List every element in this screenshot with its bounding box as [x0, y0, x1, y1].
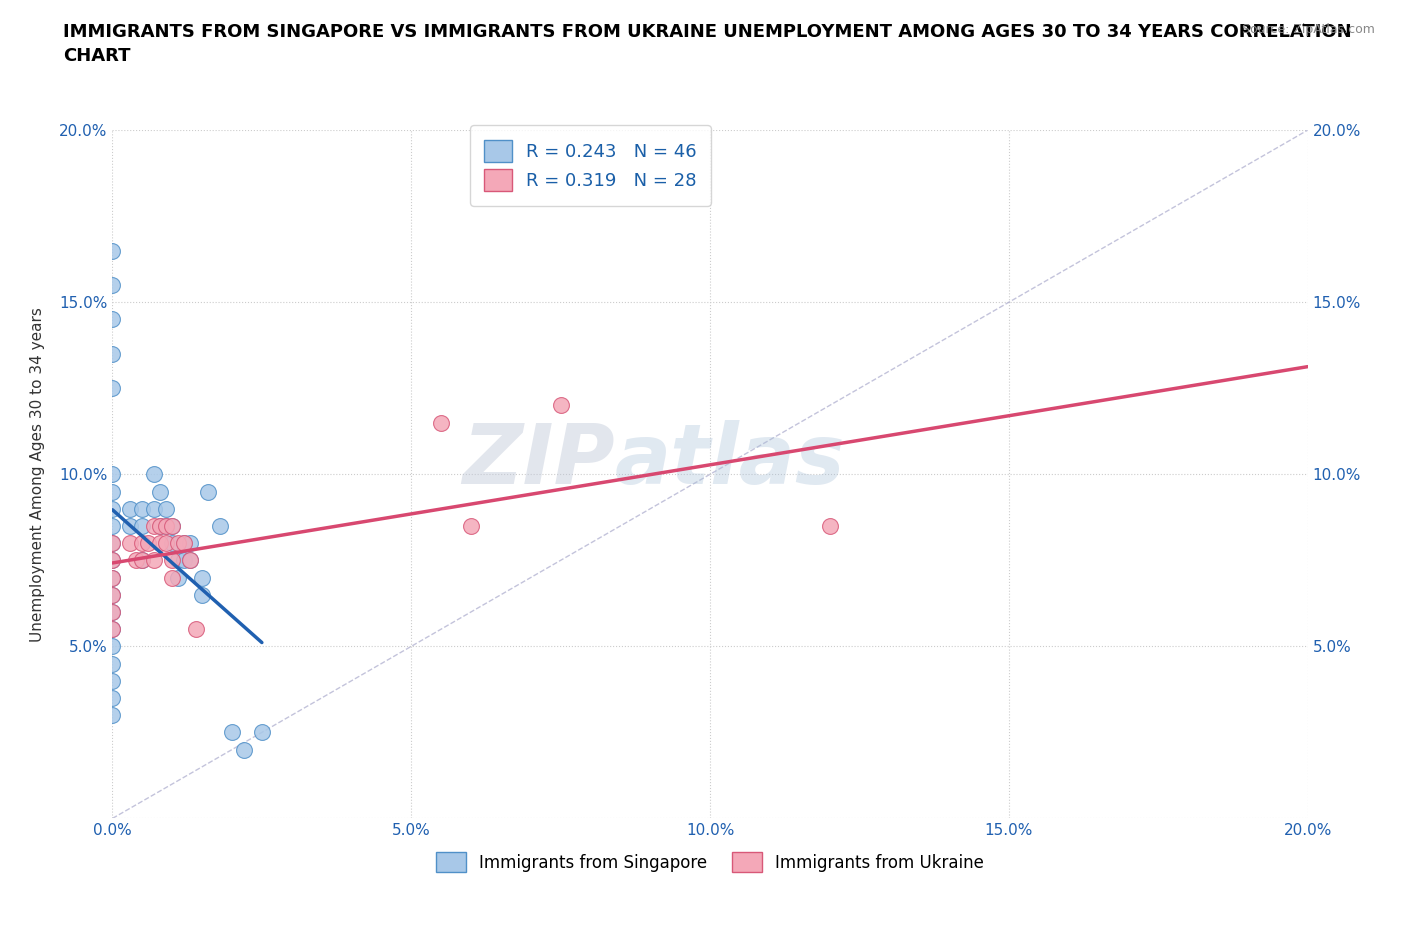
Point	[162, 519, 183, 534]
Point	[179, 552, 201, 567]
Point	[155, 519, 177, 534]
Point	[221, 725, 243, 740]
Point	[149, 485, 172, 499]
Point	[101, 312, 124, 327]
Point	[162, 552, 183, 567]
Point	[101, 622, 124, 637]
Point	[101, 570, 124, 585]
Point	[120, 501, 142, 516]
Text: ZIP: ZIP	[461, 420, 614, 501]
Point	[191, 570, 214, 585]
Legend: Immigrants from Singapore, Immigrants from Ukraine: Immigrants from Singapore, Immigrants fr…	[429, 845, 991, 879]
Point	[101, 536, 124, 551]
Point	[167, 570, 190, 585]
Point	[430, 415, 453, 430]
Point	[143, 467, 166, 482]
Point	[101, 604, 124, 619]
Point	[101, 622, 124, 637]
Point	[101, 552, 124, 567]
Point	[131, 552, 153, 567]
Point	[101, 501, 124, 516]
Point	[101, 552, 124, 567]
Point	[101, 278, 124, 293]
Point	[167, 536, 190, 551]
Point	[162, 570, 183, 585]
Point	[186, 622, 208, 637]
Point	[173, 536, 195, 551]
Point	[149, 536, 172, 551]
Point	[197, 485, 219, 499]
Point	[191, 588, 214, 603]
Point	[131, 519, 153, 534]
Point	[173, 536, 195, 551]
Point	[101, 570, 124, 585]
Point	[155, 536, 177, 551]
Point	[155, 519, 177, 534]
Point	[101, 690, 124, 706]
Point	[233, 742, 256, 757]
Point	[143, 501, 166, 516]
Point	[125, 552, 148, 567]
Point	[250, 725, 273, 740]
Point	[101, 347, 124, 362]
Point	[167, 552, 190, 567]
Point	[101, 639, 124, 654]
Point	[101, 519, 124, 534]
Point	[173, 552, 195, 567]
Text: Source: ZipAtlas.com: Source: ZipAtlas.com	[1241, 23, 1375, 36]
Point	[143, 552, 166, 567]
Point	[818, 519, 841, 534]
Point	[131, 552, 153, 567]
Point	[143, 519, 166, 534]
Point	[162, 519, 183, 534]
Point	[149, 519, 172, 534]
Point	[179, 552, 201, 567]
Point	[162, 536, 183, 551]
Point	[101, 536, 124, 551]
Point	[120, 536, 142, 551]
Point	[101, 485, 124, 499]
Point	[138, 536, 160, 551]
Point	[550, 398, 572, 413]
Point	[209, 519, 232, 534]
Y-axis label: Unemployment Among Ages 30 to 34 years: Unemployment Among Ages 30 to 34 years	[31, 307, 45, 642]
Point	[101, 604, 124, 619]
Point	[101, 244, 124, 259]
Text: atlas: atlas	[614, 420, 845, 501]
Point	[155, 501, 177, 516]
Text: IMMIGRANTS FROM SINGAPORE VS IMMIGRANTS FROM UKRAINE UNEMPLOYMENT AMONG AGES 30 : IMMIGRANTS FROM SINGAPORE VS IMMIGRANTS …	[63, 23, 1353, 65]
Point	[101, 708, 124, 723]
Point	[101, 588, 124, 603]
Point	[120, 519, 142, 534]
Point	[131, 536, 153, 551]
Point	[101, 467, 124, 482]
Point	[101, 657, 124, 671]
Point	[101, 381, 124, 396]
Point	[101, 673, 124, 688]
Point	[179, 536, 201, 551]
Point	[131, 501, 153, 516]
Point	[101, 588, 124, 603]
Point	[149, 519, 172, 534]
Point	[460, 519, 482, 534]
